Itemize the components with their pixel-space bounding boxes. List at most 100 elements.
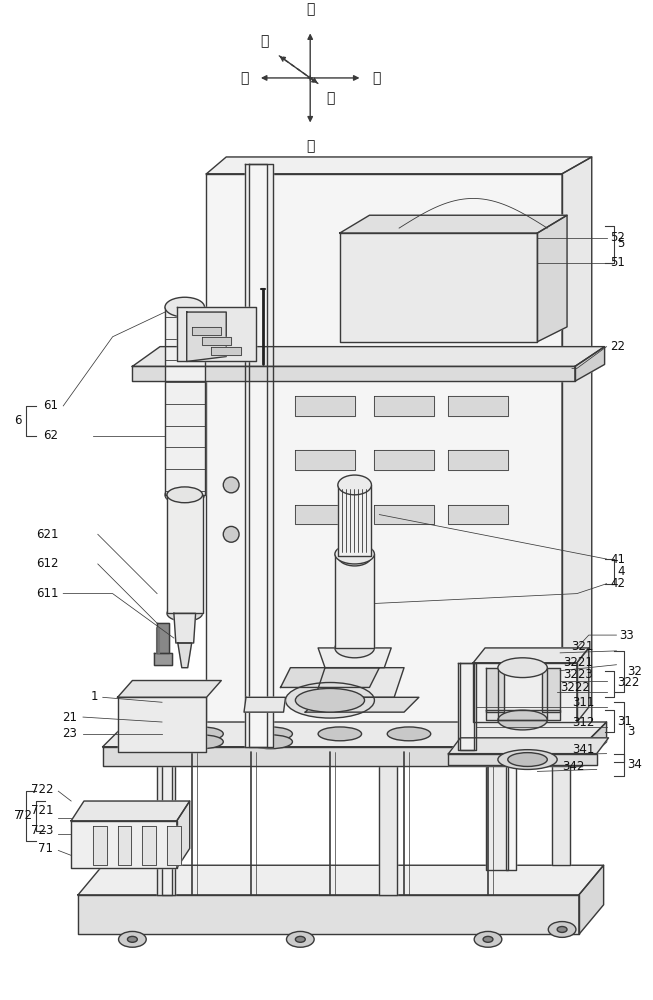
Polygon shape xyxy=(486,668,504,712)
Text: 722: 722 xyxy=(31,783,54,796)
Ellipse shape xyxy=(167,487,202,503)
Polygon shape xyxy=(78,865,603,895)
Polygon shape xyxy=(162,752,172,895)
Polygon shape xyxy=(543,668,560,712)
Ellipse shape xyxy=(223,477,239,493)
Polygon shape xyxy=(318,648,391,668)
Polygon shape xyxy=(244,697,285,712)
Text: 6: 6 xyxy=(14,414,22,427)
Text: 41: 41 xyxy=(611,553,626,566)
Polygon shape xyxy=(486,710,560,720)
Text: 321: 321 xyxy=(571,640,594,653)
Text: 21: 21 xyxy=(62,711,77,724)
Polygon shape xyxy=(295,396,355,416)
Ellipse shape xyxy=(318,727,362,741)
Ellipse shape xyxy=(508,753,547,766)
Ellipse shape xyxy=(557,926,567,932)
Ellipse shape xyxy=(295,936,305,942)
Ellipse shape xyxy=(165,485,204,505)
Text: 23: 23 xyxy=(62,727,77,740)
Text: 322: 322 xyxy=(618,676,640,689)
Polygon shape xyxy=(374,396,434,416)
Polygon shape xyxy=(552,752,570,865)
Polygon shape xyxy=(118,826,131,865)
Polygon shape xyxy=(157,752,175,895)
Text: 3222: 3222 xyxy=(560,681,590,694)
Ellipse shape xyxy=(127,936,137,942)
Polygon shape xyxy=(157,623,169,653)
Polygon shape xyxy=(78,895,579,934)
Text: 311: 311 xyxy=(572,696,594,709)
Polygon shape xyxy=(133,366,575,381)
Polygon shape xyxy=(473,648,589,663)
Polygon shape xyxy=(562,157,592,747)
Polygon shape xyxy=(486,752,508,870)
Polygon shape xyxy=(340,215,567,233)
Polygon shape xyxy=(449,738,609,754)
Ellipse shape xyxy=(287,931,314,947)
Polygon shape xyxy=(295,450,355,470)
Polygon shape xyxy=(460,663,474,750)
Polygon shape xyxy=(449,505,508,524)
Polygon shape xyxy=(202,337,231,345)
Text: 612: 612 xyxy=(36,557,58,570)
Ellipse shape xyxy=(249,735,293,749)
Text: 721: 721 xyxy=(31,804,54,817)
Text: 723: 723 xyxy=(31,824,54,837)
Polygon shape xyxy=(449,450,508,470)
Polygon shape xyxy=(206,157,592,174)
Text: 51: 51 xyxy=(611,256,626,269)
Polygon shape xyxy=(118,681,221,697)
Ellipse shape xyxy=(223,526,239,542)
Polygon shape xyxy=(118,697,206,752)
Text: 3: 3 xyxy=(628,725,635,738)
Polygon shape xyxy=(165,307,204,495)
Ellipse shape xyxy=(338,546,372,566)
Text: 下: 下 xyxy=(306,139,314,153)
Polygon shape xyxy=(335,554,374,648)
Polygon shape xyxy=(103,722,607,747)
Text: 4: 4 xyxy=(618,565,625,578)
Ellipse shape xyxy=(338,475,372,495)
Ellipse shape xyxy=(335,544,374,564)
Text: 62: 62 xyxy=(43,429,58,442)
Polygon shape xyxy=(315,668,404,697)
Text: 22: 22 xyxy=(611,340,626,353)
Polygon shape xyxy=(575,347,605,381)
Text: 7: 7 xyxy=(14,809,22,822)
Ellipse shape xyxy=(119,931,146,947)
Polygon shape xyxy=(167,495,202,613)
Text: 621: 621 xyxy=(36,528,58,541)
Polygon shape xyxy=(177,801,189,868)
Polygon shape xyxy=(192,327,221,335)
Ellipse shape xyxy=(180,735,223,749)
Polygon shape xyxy=(449,396,508,416)
Polygon shape xyxy=(281,668,379,687)
Ellipse shape xyxy=(335,638,374,658)
Text: 后: 后 xyxy=(261,34,269,48)
Text: 42: 42 xyxy=(611,577,626,590)
Polygon shape xyxy=(506,752,516,870)
Ellipse shape xyxy=(295,688,364,712)
Polygon shape xyxy=(374,450,434,470)
Text: 1: 1 xyxy=(90,690,98,703)
Polygon shape xyxy=(579,865,603,934)
Polygon shape xyxy=(379,752,397,895)
Polygon shape xyxy=(93,826,106,865)
Ellipse shape xyxy=(387,727,431,741)
Text: 33: 33 xyxy=(620,629,634,642)
Text: 3223: 3223 xyxy=(563,668,593,681)
Polygon shape xyxy=(537,215,567,342)
Polygon shape xyxy=(71,801,189,821)
Polygon shape xyxy=(374,505,434,524)
Ellipse shape xyxy=(498,658,547,678)
Polygon shape xyxy=(133,347,605,366)
Text: 右: 右 xyxy=(372,71,381,85)
Polygon shape xyxy=(174,613,196,643)
Ellipse shape xyxy=(498,750,557,769)
Ellipse shape xyxy=(549,922,576,937)
Polygon shape xyxy=(473,663,577,722)
Text: 312: 312 xyxy=(572,716,594,729)
Text: 342: 342 xyxy=(562,760,584,773)
Polygon shape xyxy=(245,164,273,747)
